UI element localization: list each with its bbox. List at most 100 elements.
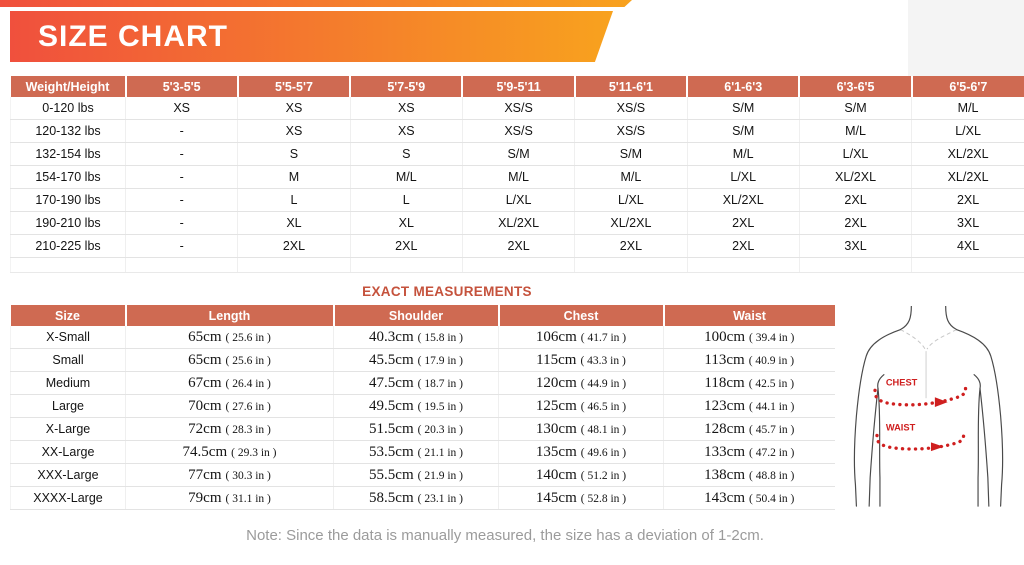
measure-table-row: XXXX-Large 79cm( 31.1 in ) 58.5cm( 23.1 in… — [10, 486, 835, 510]
column-header: 5'5-5'7 — [236, 76, 351, 97]
chest-inch-value: ( 41.7 in ) — [580, 331, 627, 344]
recommended-size-cell: XL/2XL — [911, 142, 1024, 166]
measure-table-row: Large 70cm( 27.6 in ) 49.5cm( 19.5 in ) 125… — [10, 394, 835, 418]
waist-measurement-cell: 100cm( 39.4 in ) — [663, 326, 835, 349]
recommended-size-cell: - — [124, 119, 238, 143]
figure-right-arm-outer — [955, 328, 1004, 507]
recommended-size-cell: XS/S — [461, 97, 575, 120]
figure-neck-left — [899, 306, 912, 331]
chest-measurement-cell: 120cm( 44.9 in ) — [498, 371, 664, 395]
empty-cell — [461, 257, 575, 273]
shoulder-measurement-cell: 51.5cm( 20.3 in ) — [333, 417, 499, 441]
length-measurement-cell: 79cm( 31.1 in ) — [125, 486, 334, 510]
chest-measurement-cell: 130cm( 48.1 in ) — [498, 417, 664, 441]
chest-cm-value: 115cm — [536, 351, 577, 368]
shoulder-cm-value: 40.3cm — [369, 328, 414, 345]
shoulder-inch-value: ( 21.9 in ) — [417, 469, 463, 482]
waist-cm-value: 118cm — [704, 374, 745, 391]
figure-left-arm-inner — [868, 387, 879, 507]
shoulder-measurement-cell: 58.5cm( 23.1 in ) — [333, 486, 499, 510]
shoulder-inch-value: ( 20.3 in ) — [417, 423, 463, 436]
recommended-size-cell: 2XL — [237, 234, 351, 258]
weight-range-cell: 120-132 lbs — [10, 119, 126, 143]
waist-inch-value: ( 39.4 in ) — [748, 331, 795, 344]
shoulder-inch-value: ( 19.5 in ) — [417, 400, 463, 413]
waist-measure-dotted-line — [875, 431, 966, 451]
exact-measurements-title: EXACT MEASUREMENTS — [362, 284, 532, 299]
shoulder-cm-value: 49.5cm — [369, 397, 414, 414]
chest-cm-value: 125cm — [535, 397, 577, 414]
measure-table-row: X-Large 72cm( 28.3 in ) 51.5cm( 20.3 in ) 1… — [10, 417, 835, 441]
recommended-size-cell: S/M — [461, 142, 575, 166]
column-header: Waist — [662, 305, 835, 326]
shoulder-inch-value: ( 23.1 in ) — [417, 492, 463, 505]
weight-range-cell: 210-225 lbs — [10, 234, 126, 258]
empty-cell — [798, 257, 912, 273]
measure-table-row: XX-Large 74.5cm( 29.3 in ) 53.5cm( 21.1 in… — [10, 440, 835, 464]
column-header: 6'3-6'5 — [798, 76, 912, 97]
chest-measurement-cell: 106cm( 41.7 in ) — [498, 326, 664, 349]
length-inch-value: ( 26.4 in ) — [225, 377, 271, 390]
length-inch-value: ( 28.3 in ) — [225, 423, 271, 436]
column-header: Size — [10, 305, 126, 326]
waist-measurement-cell: 118cm( 42.5 in ) — [663, 371, 835, 395]
length-measurement-cell: 70cm( 27.6 in ) — [125, 394, 334, 418]
waist-measurement-cell: 143cm( 50.4 in ) — [663, 486, 835, 510]
shoulder-measurement-cell: 53.5cm( 21.1 in ) — [333, 440, 499, 464]
measure-table-row: Small 65cm( 25.6 in ) 45.5cm( 17.9 in ) 115… — [10, 348, 835, 372]
recommended-size-cell: L/XL — [798, 142, 912, 166]
shoulder-measurement-cell: 40.3cm( 15.8 in ) — [333, 326, 499, 349]
note-text: Note: Since the data is manually measure… — [246, 527, 764, 544]
size-name-cell: X-Small — [10, 326, 126, 349]
weight-range-cell: 170-190 lbs — [10, 188, 126, 212]
size-table-row: 0-120 lbs XS XS XS XS/S XS/S S/M S/M M/L — [10, 97, 1024, 120]
shoulder-inch-value: ( 21.1 in ) — [417, 446, 463, 459]
recommended-size-cell: 3XL — [911, 211, 1024, 235]
length-cm-value: 72cm — [188, 420, 222, 437]
recommended-size-cell: - — [124, 211, 238, 235]
size-name-cell: XXX-Large — [10, 463, 126, 487]
shoulder-cm-value: 51.5cm — [369, 420, 414, 437]
length-cm-value: 70cm — [188, 397, 222, 414]
chest-inch-value: ( 48.1 in ) — [580, 423, 627, 436]
waist-inch-value: ( 45.7 in ) — [748, 423, 795, 436]
size-table-row: 154-170 lbs - M M/L M/L M/L L/XL XL/2XL XL/2XL — [10, 165, 1024, 189]
weight-range-cell: 190-210 lbs — [10, 211, 126, 235]
recommended-size-cell: 2XL — [574, 234, 688, 258]
waist-cm-value: 113cm — [704, 351, 745, 368]
measure-table-row: X-Small 65cm( 25.6 in ) 40.3cm( 15.8 in ) 1… — [10, 326, 835, 349]
waist-measurement-cell: 123cm( 44.1 in ) — [663, 394, 835, 418]
empty-row — [10, 257, 1024, 273]
length-inch-value: ( 29.3 in ) — [231, 446, 277, 459]
body-measurement-diagram: CHEST WAIST — [853, 306, 1004, 507]
chest-cm-value: 135cm — [535, 443, 577, 460]
size-name-cell: XXXX-Large — [10, 486, 126, 510]
figure-left-torso — [877, 387, 881, 507]
recommended-size-cell: - — [124, 234, 238, 258]
chest-cm-value: 106cm — [535, 328, 577, 345]
waist-cm-value: 138cm — [704, 466, 745, 483]
size-table-row: 120-132 lbs - XS XS XS/S XS/S S/M M/L L/XL — [10, 119, 1024, 143]
empty-cell — [10, 257, 126, 273]
recommended-size-cell: L — [237, 188, 351, 212]
waist-inch-value: ( 44.1 in ) — [748, 400, 795, 413]
recommended-size-cell: L/XL — [911, 119, 1024, 143]
column-header: Weight/Height — [10, 76, 126, 97]
chest-measurement-cell: 140cm( 51.2 in ) — [498, 463, 664, 487]
shoulder-cm-value: 47.5cm — [369, 374, 414, 391]
chest-inch-value: ( 51.2 in ) — [580, 469, 627, 482]
recommended-size-cell: XL/2XL — [461, 211, 575, 235]
banner-accent-strip — [0, 0, 632, 7]
size-table-row: 170-190 lbs - L L L/XL L/XL XL/2XL 2XL 2XL — [10, 188, 1024, 212]
size-name-cell: Medium — [10, 371, 126, 395]
figure-left-armpit — [877, 374, 885, 389]
recommended-size-cell: XS — [124, 97, 238, 120]
column-header: 5'11-6'1 — [573, 76, 688, 97]
weight-range-cell: 132-154 lbs — [10, 142, 126, 166]
chest-inch-value: ( 44.9 in ) — [580, 377, 627, 390]
recommended-size-cell: 2XL — [798, 188, 912, 212]
size-name-cell: Small — [10, 348, 126, 372]
column-header: Shoulder — [332, 305, 499, 326]
recommended-size-cell: 2XL — [349, 234, 463, 258]
